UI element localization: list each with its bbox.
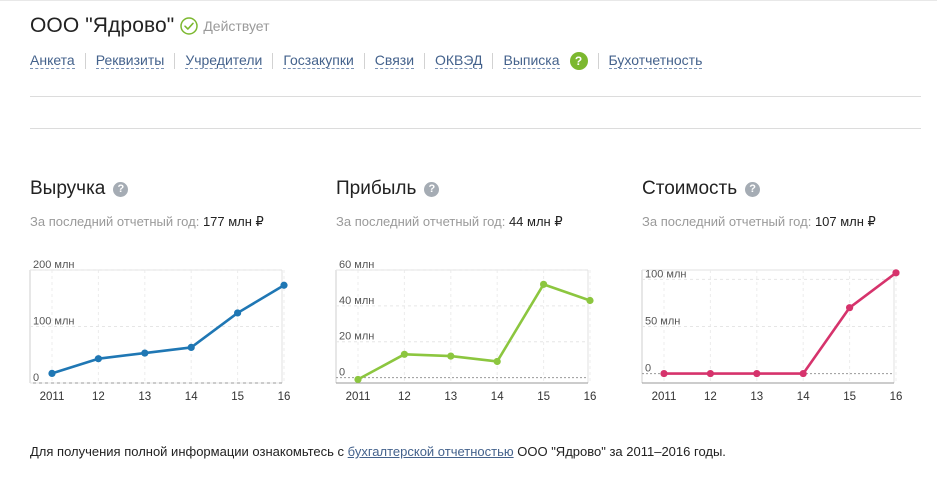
x-tick-label: 12: [704, 391, 717, 403]
help-icon[interactable]: ?: [424, 181, 440, 197]
y-tick-label: 0: [339, 367, 345, 379]
x-tick-label: 16: [890, 391, 903, 403]
divider: [30, 96, 921, 97]
nav-separator: [363, 53, 365, 69]
chart-subtitle: За последний отчетный год: 107 млн ₽: [642, 214, 922, 230]
accounting-report-link[interactable]: бухгалтерской отчетностью: [347, 444, 514, 459]
y-tick-label: 0: [33, 372, 39, 384]
nav-item-buhotchetnost[interactable]: Бухотчетность: [608, 52, 703, 69]
nav-separator: [492, 53, 494, 69]
revenue-line-chart: 0 100 млн 200 млн 2011 12 13 14 15 16: [29, 259, 291, 403]
chart-title: Выручка: [30, 178, 106, 199]
x-tick-label: 14: [797, 391, 810, 403]
data-point: [753, 369, 761, 378]
subtitle-value: 44 млн ₽: [508, 214, 563, 229]
data-point: [354, 375, 362, 384]
value-chart-block: Стоимость ? За последний отчетный год: 1…: [641, 178, 922, 403]
profit-chart-block: Прибыль ? За последний отчетный год: 44 …: [335, 178, 616, 403]
nav-item-goszakupki[interactable]: Госзакупки: [283, 52, 354, 69]
x-tick-label: 13: [138, 391, 151, 403]
x-tick-label: 12: [398, 391, 411, 403]
nav-separator: [84, 53, 86, 69]
data-point: [94, 355, 102, 363]
data-point: [234, 309, 242, 317]
y-tick-label: 20 млн: [339, 331, 374, 343]
divider: [30, 128, 921, 129]
data-point: [187, 343, 195, 352]
nav-item-vypiska[interactable]: Выписка: [503, 52, 560, 69]
nav-separator: [174, 53, 176, 69]
x-tick-label: 16: [584, 391, 597, 403]
chart-subtitle: За последний отчетный год: 44 млн ₽: [336, 214, 616, 230]
data-point: [280, 281, 288, 289]
profit-line-chart: 0 20 млн 40 млн 60 млн 2011 12 13 14 15 16: [335, 259, 597, 403]
data-point: [48, 369, 56, 377]
nav-separator: [597, 53, 599, 69]
section-nav: Анкета Реквизиты Учредители Госзакупки С…: [30, 52, 703, 70]
x-tick-label: 14: [491, 391, 504, 403]
data-point: [493, 357, 501, 366]
y-tick-label: 100 млн: [645, 268, 686, 280]
x-tick-label: 12: [92, 391, 105, 403]
series-line: [662, 271, 898, 375]
footer-suffix: ООО "Ядрово" за 2011–2016 годы.: [517, 444, 726, 459]
chart-subtitle: За последний отчетный год: 177 млн ₽: [30, 214, 310, 230]
x-tick-label: 15: [843, 391, 856, 403]
x-tick-label: 2011: [40, 391, 65, 403]
value-line-chart: 0 50 млн 100 млн 2011 12 13 14 15 16: [641, 268, 903, 403]
nav-item-okved[interactable]: ОКВЭД: [435, 52, 483, 69]
x-tick-label: 13: [444, 391, 457, 403]
series-line: [50, 283, 286, 375]
x-tick-label: 15: [231, 391, 244, 403]
data-point: [799, 369, 807, 378]
status-badge: Действует: [203, 18, 270, 34]
subtitle-value: 177 млн ₽: [202, 214, 264, 229]
y-tick-label: 60 млн: [339, 259, 374, 271]
top-divider: [0, 0, 937, 1]
x-tick-label: 2011: [346, 391, 371, 403]
nav-separator: [272, 53, 274, 69]
subtitle-value: 107 млн ₽: [814, 214, 876, 229]
y-tick-label: 40 млн: [339, 295, 374, 307]
y-tick-label: 0: [645, 363, 651, 375]
data-point: [660, 369, 668, 378]
x-tick-label: 15: [537, 391, 550, 403]
data-point: [540, 280, 548, 288]
x-tick-label: 14: [185, 391, 198, 403]
x-tick-label: 2011: [652, 391, 677, 403]
revenue-chart-block: Выручка ? За последний отчетный год: 177…: [29, 178, 310, 403]
check-circle-icon: [180, 17, 199, 35]
help-icon[interactable]: ?: [113, 181, 129, 197]
footer-note: Для получения полной информации ознакомь…: [30, 444, 726, 459]
data-point: [141, 349, 149, 357]
subtitle-label: За последний отчетный год:: [642, 214, 812, 229]
data-point: [447, 352, 455, 360]
company-header: ООО "Ядрово" Действует: [30, 14, 270, 38]
y-tick-label: 50 млн: [645, 316, 680, 328]
help-icon[interactable]: ?: [745, 181, 761, 197]
x-tick-label: 13: [750, 391, 763, 403]
footer-prefix: Для получения полной информации ознакомь…: [30, 444, 345, 459]
data-point: [846, 304, 854, 312]
company-name: ООО "Ядрово": [30, 14, 175, 37]
help-icon[interactable]: ?: [569, 52, 588, 70]
nav-item-rekvizity[interactable]: Реквизиты: [95, 52, 165, 69]
y-tick-label: 200 млн: [33, 259, 74, 271]
data-point: [586, 296, 594, 305]
data-point: [706, 369, 714, 378]
data-point: [892, 269, 900, 277]
x-tick-label: 16: [278, 391, 291, 403]
chart-title: Стоимость: [642, 178, 738, 199]
subtitle-label: За последний отчетный год:: [30, 214, 200, 229]
nav-item-anketa[interactable]: Анкета: [30, 52, 75, 69]
series-line: [356, 283, 592, 381]
y-tick-label: 100 млн: [33, 316, 74, 328]
nav-item-svyazi[interactable]: Связи: [374, 52, 415, 69]
chart-title: Прибыль: [336, 178, 417, 199]
nav-item-uchrediteli[interactable]: Учредители: [185, 52, 263, 69]
nav-separator: [424, 53, 426, 69]
subtitle-label: За последний отчетный год:: [336, 214, 506, 229]
data-point: [400, 350, 408, 358]
